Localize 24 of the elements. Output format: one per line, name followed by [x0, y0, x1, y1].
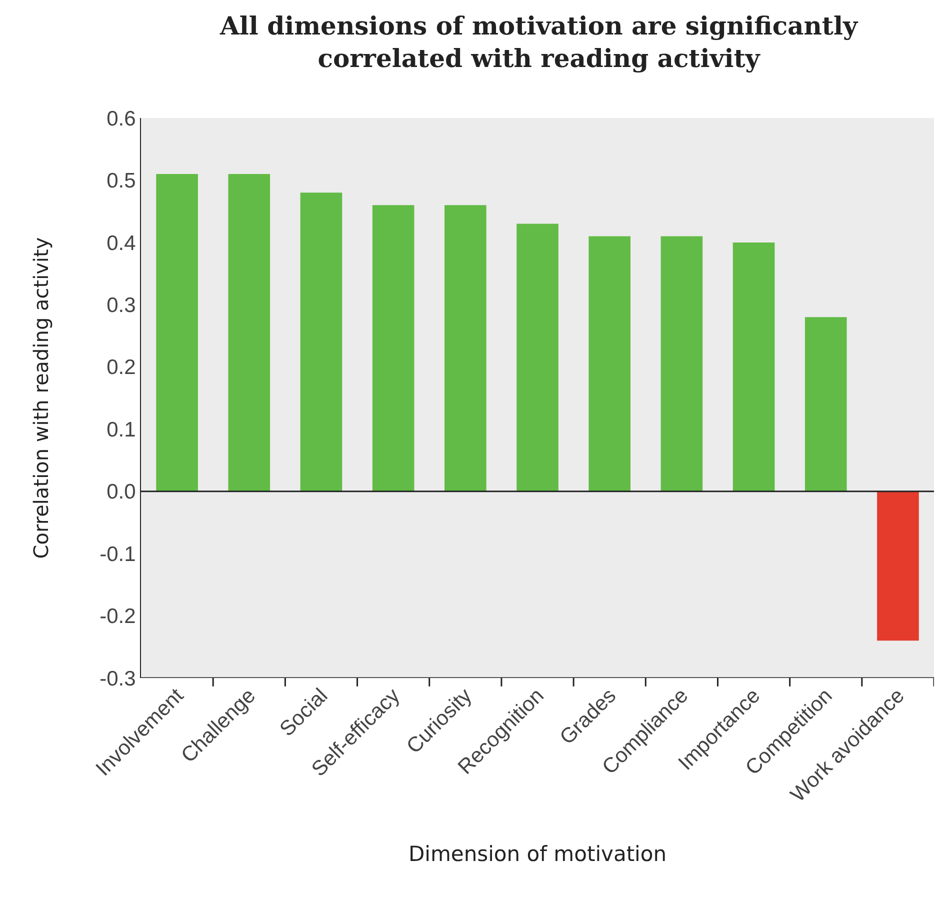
y-tick-label: 0.3: [106, 294, 136, 318]
bar: [804, 317, 847, 492]
bar: [877, 491, 919, 641]
bar: [300, 192, 342, 492]
bar: [588, 236, 630, 492]
chart-title: All dimensions of motivation are significantly correlated with reading activity: [219, 11, 859, 73]
bar: [372, 205, 414, 492]
y-tick-label: 0.4: [106, 232, 136, 255]
bar: [444, 205, 486, 492]
y-tick-label: 0.0: [106, 480, 136, 504]
y-tick-label: -0.1: [100, 542, 136, 566]
y-tick-label: 0.1: [106, 418, 136, 442]
bar: [228, 174, 270, 492]
y-tick-label: 0.2: [106, 356, 136, 380]
y-tick-label: 0.5: [106, 170, 136, 193]
y-axis-title: Correlation with reading activity: [29, 237, 54, 559]
bar: [156, 174, 198, 492]
bar: [660, 236, 703, 492]
x-axis-title: Dimension of motivation: [408, 842, 667, 866]
y-tick-label: -0.2: [100, 605, 136, 628]
bar: [732, 242, 775, 492]
y-tick-label: -0.3: [100, 667, 136, 690]
bar: [516, 224, 558, 492]
y-tick-label: 0.6: [106, 107, 136, 130]
